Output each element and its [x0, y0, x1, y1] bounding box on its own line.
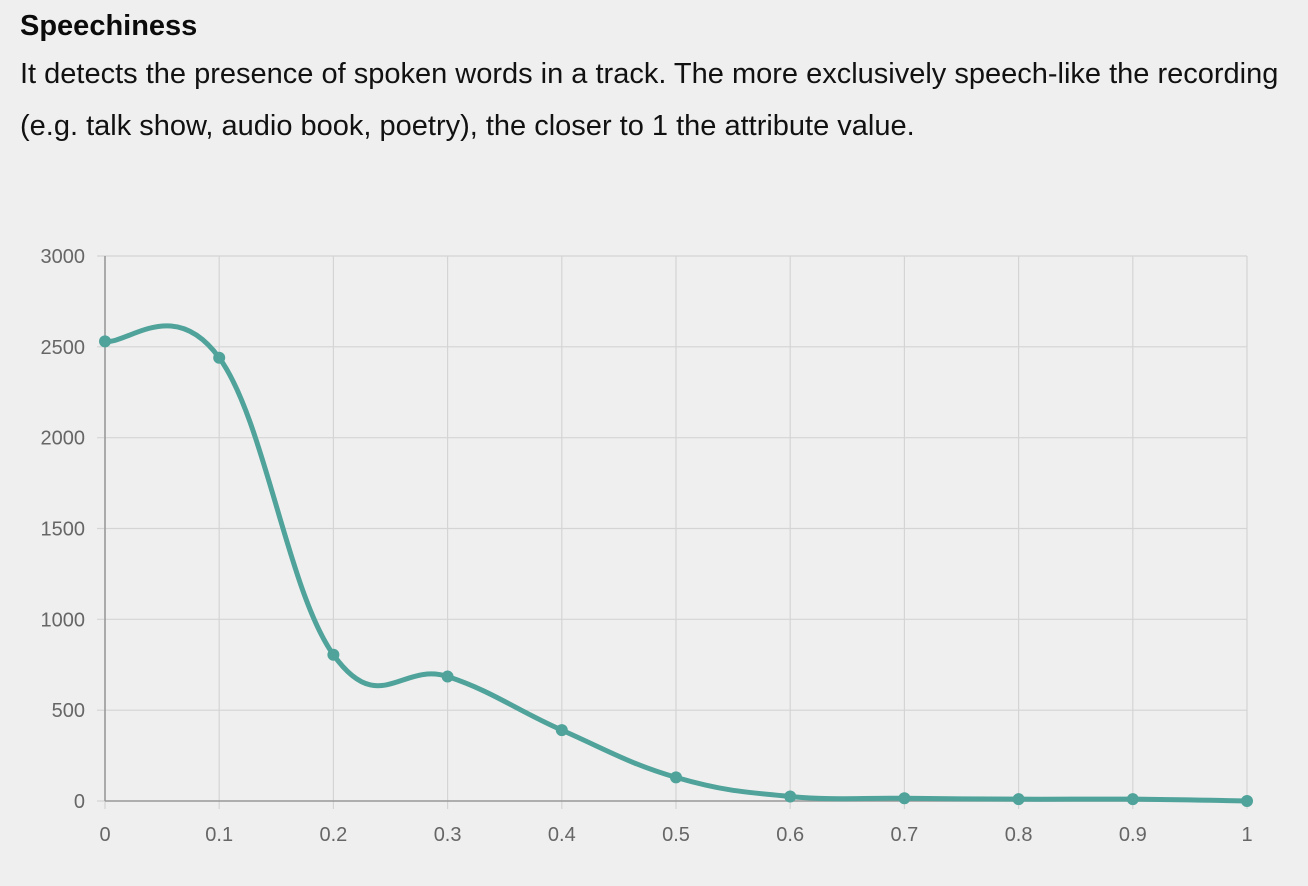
y-tick-label: 1000	[41, 609, 86, 631]
x-tick-label: 0.8	[1005, 824, 1033, 846]
header: Speechiness It detects the presence of s…	[20, 8, 1280, 152]
x-tick-label: 0.2	[319, 824, 347, 846]
data-point	[213, 351, 226, 364]
data-point	[441, 670, 454, 683]
data-point	[327, 648, 340, 661]
data-points	[99, 335, 1253, 807]
x-tick-label: 0.6	[776, 824, 804, 846]
data-point	[898, 792, 911, 805]
data-point	[784, 790, 797, 803]
x-tick-label: 0.1	[205, 824, 233, 846]
series-line	[102, 323, 1250, 804]
y-tick-label: 500	[52, 700, 85, 722]
section-description: It detects the presence of spoken words …	[20, 58, 1279, 142]
y-tick-label: 0	[74, 791, 85, 813]
y-tick-label: 2000	[41, 428, 86, 450]
x-tick-label: 0.9	[1119, 824, 1147, 846]
data-point	[555, 724, 568, 737]
series-layer	[102, 323, 1250, 804]
data-point	[1241, 795, 1253, 807]
x-tick-label: 0.4	[548, 824, 576, 846]
data-point	[670, 771, 682, 784]
tick-labels: 0 0.1 0.2 0.3 0.4 0.5 0.6 0.7 0.8 0.9 1 0 500 1000 150…	[41, 246, 1253, 846]
y-tick-label: 3000	[41, 246, 86, 268]
data-point	[1012, 793, 1025, 806]
data-point	[99, 335, 111, 348]
x-tick-label: 0.3	[434, 824, 462, 846]
grid-layer	[97, 255, 1248, 809]
x-tick-label: 0.5	[662, 824, 690, 846]
x-tick-label: 0.7	[890, 824, 918, 846]
y-tick-label: 2500	[41, 337, 86, 359]
section-title: Speechiness	[20, 10, 198, 42]
y-tick-label: 1500	[41, 519, 86, 541]
data-point	[1126, 793, 1139, 806]
x-tick-label: 0	[99, 824, 110, 846]
x-tick-label: 1	[1241, 824, 1252, 846]
